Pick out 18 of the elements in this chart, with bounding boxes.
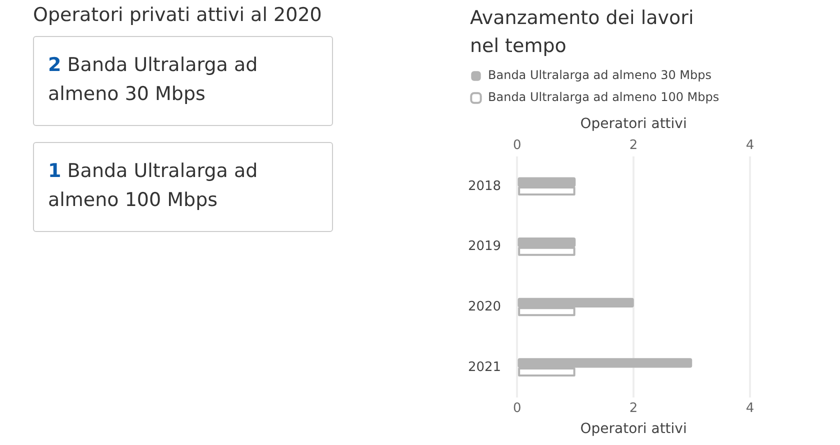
x2-axis-title: Operatori attivi xyxy=(580,116,687,132)
y-tick-label: 2018 xyxy=(468,178,502,194)
chart-title: Avanzamento dei lavori nel tempo xyxy=(470,6,695,59)
x-tick-label: 4 xyxy=(746,400,754,416)
x2-tick-label: 0 xyxy=(512,138,522,153)
text: 2 Banda Ultralarga ad almeno 30 Mbps xyxy=(33,36,333,126)
y-tick-label: 2020 xyxy=(468,300,502,315)
x2-tick-label: 2 xyxy=(629,138,638,153)
y-tick-label: 2021 xyxy=(468,360,502,375)
x-tick-label: 2 xyxy=(629,400,638,416)
x2-tick-label: 4 xyxy=(746,138,754,153)
text: Operatori privati attivi al 2020 xyxy=(33,4,323,26)
text: 1 Banda Ultralarga ad almeno 100 Mbps xyxy=(33,142,333,232)
legend-label: Banda Ultralarga ad almeno 100 Mbps xyxy=(488,90,720,104)
x-tick-label: 0 xyxy=(512,400,522,416)
y-tick-label: 2019 xyxy=(468,239,502,254)
x-axis-title: Operatori attivi xyxy=(580,421,687,438)
legend-label: Banda Ultralarga ad almeno 30 Mbps xyxy=(488,68,712,82)
